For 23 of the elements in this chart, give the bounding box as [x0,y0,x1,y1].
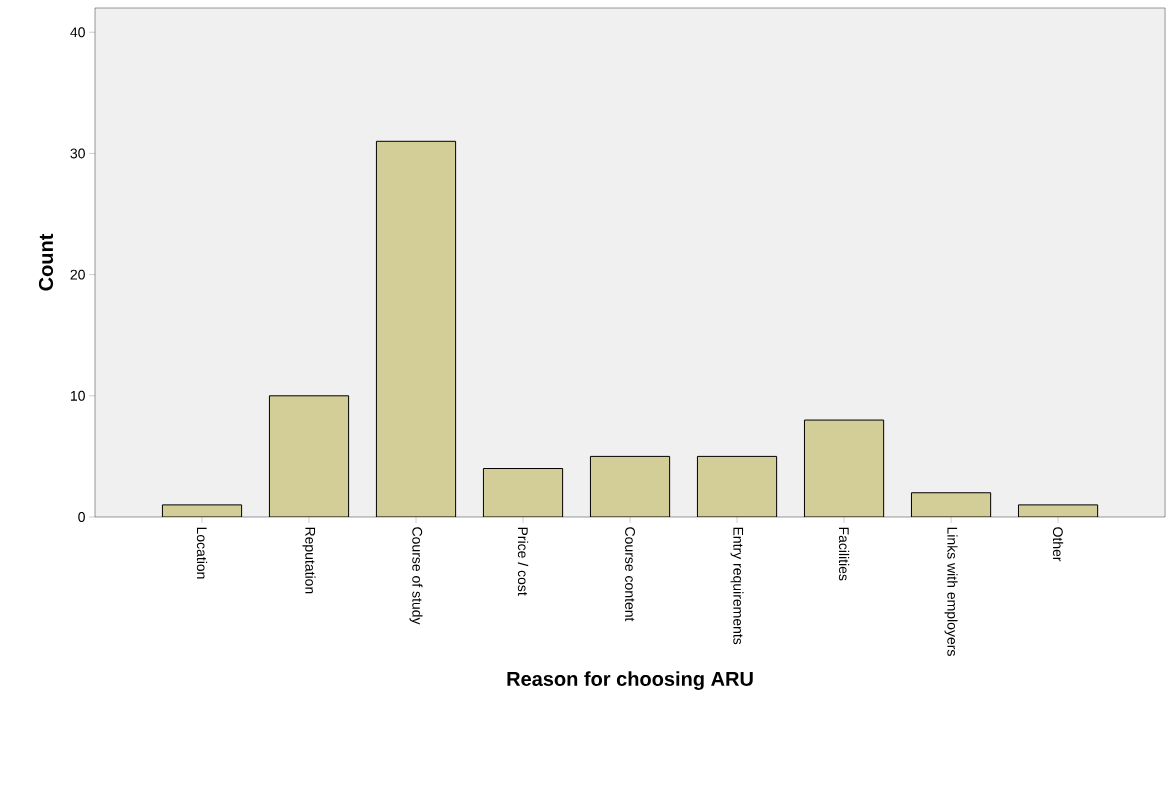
x-tick-label: Course of study [409,527,423,625]
x-tick-label: Course content [625,527,635,622]
y-tick-label: 0 [78,512,85,522]
y-tick-label: 40 [70,27,85,38]
bar [376,141,456,517]
x-tick-label: Facilities [838,527,850,581]
bar [269,395,349,517]
bar [483,468,563,517]
bar [590,456,670,517]
y-tick-label: 10 [70,390,85,401]
y-tick-label: 30 [70,148,85,159]
y-axis-title: Count [38,233,54,291]
bar [804,420,884,517]
x-axis-title: Reason for choosing ARU [507,671,753,691]
bar [697,456,777,517]
bar [911,492,991,517]
y-tick-label: 20 [70,269,85,280]
x-tick-label: Reputation [302,527,316,594]
x-tick-label: Other [1052,527,1064,562]
x-tick-label: Links with employers [944,527,958,656]
x-tick-label: Location [196,527,208,579]
x-tick-label: Price / cost [517,527,529,596]
x-tick-label: Entry requirements [730,527,744,645]
